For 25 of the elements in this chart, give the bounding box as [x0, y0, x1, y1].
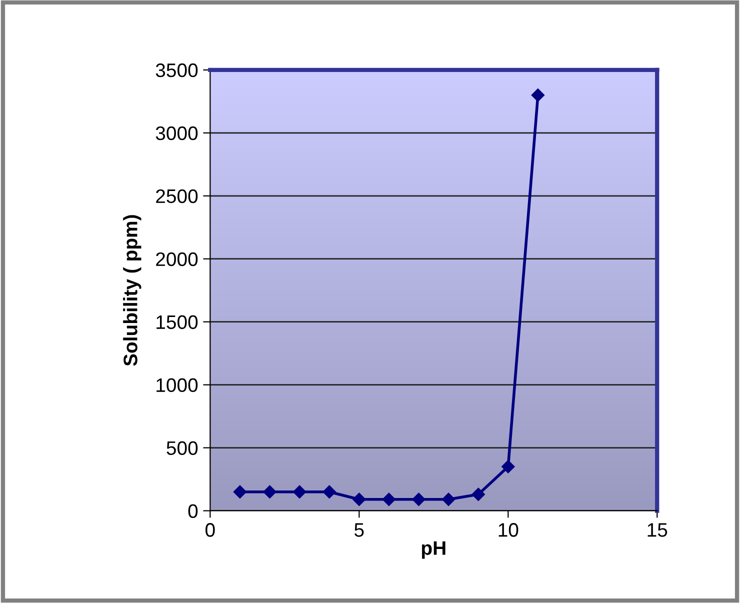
y-tick-label: 1000	[156, 378, 198, 392]
point	[322, 485, 336, 498]
y-axis-title: Solubility ( ppm)	[123, 215, 142, 366]
y-tick-label: 3500	[156, 63, 198, 78]
point	[352, 492, 366, 506]
y-tick-label: 3000	[156, 126, 198, 140]
y-tick-label: 500	[166, 441, 198, 456]
y-tick-label: 0	[188, 504, 198, 518]
x-tick-label: 15	[648, 523, 668, 537]
point	[263, 485, 276, 498]
point	[292, 485, 306, 498]
point	[233, 485, 247, 498]
y-tick-label: 2000	[156, 252, 198, 266]
point	[442, 492, 456, 506]
point	[382, 492, 396, 506]
x-tick-label: 5	[354, 523, 364, 537]
x-tick-label: 0	[206, 523, 215, 537]
point	[531, 88, 545, 102]
x-tick-label: 10	[498, 523, 518, 537]
y-tick-label: 2500	[156, 189, 198, 204]
point	[472, 488, 485, 501]
x-axis-title: pH	[422, 541, 446, 559]
y-tick-label: 1500	[156, 315, 198, 330]
point	[412, 492, 426, 506]
point	[502, 460, 515, 474]
